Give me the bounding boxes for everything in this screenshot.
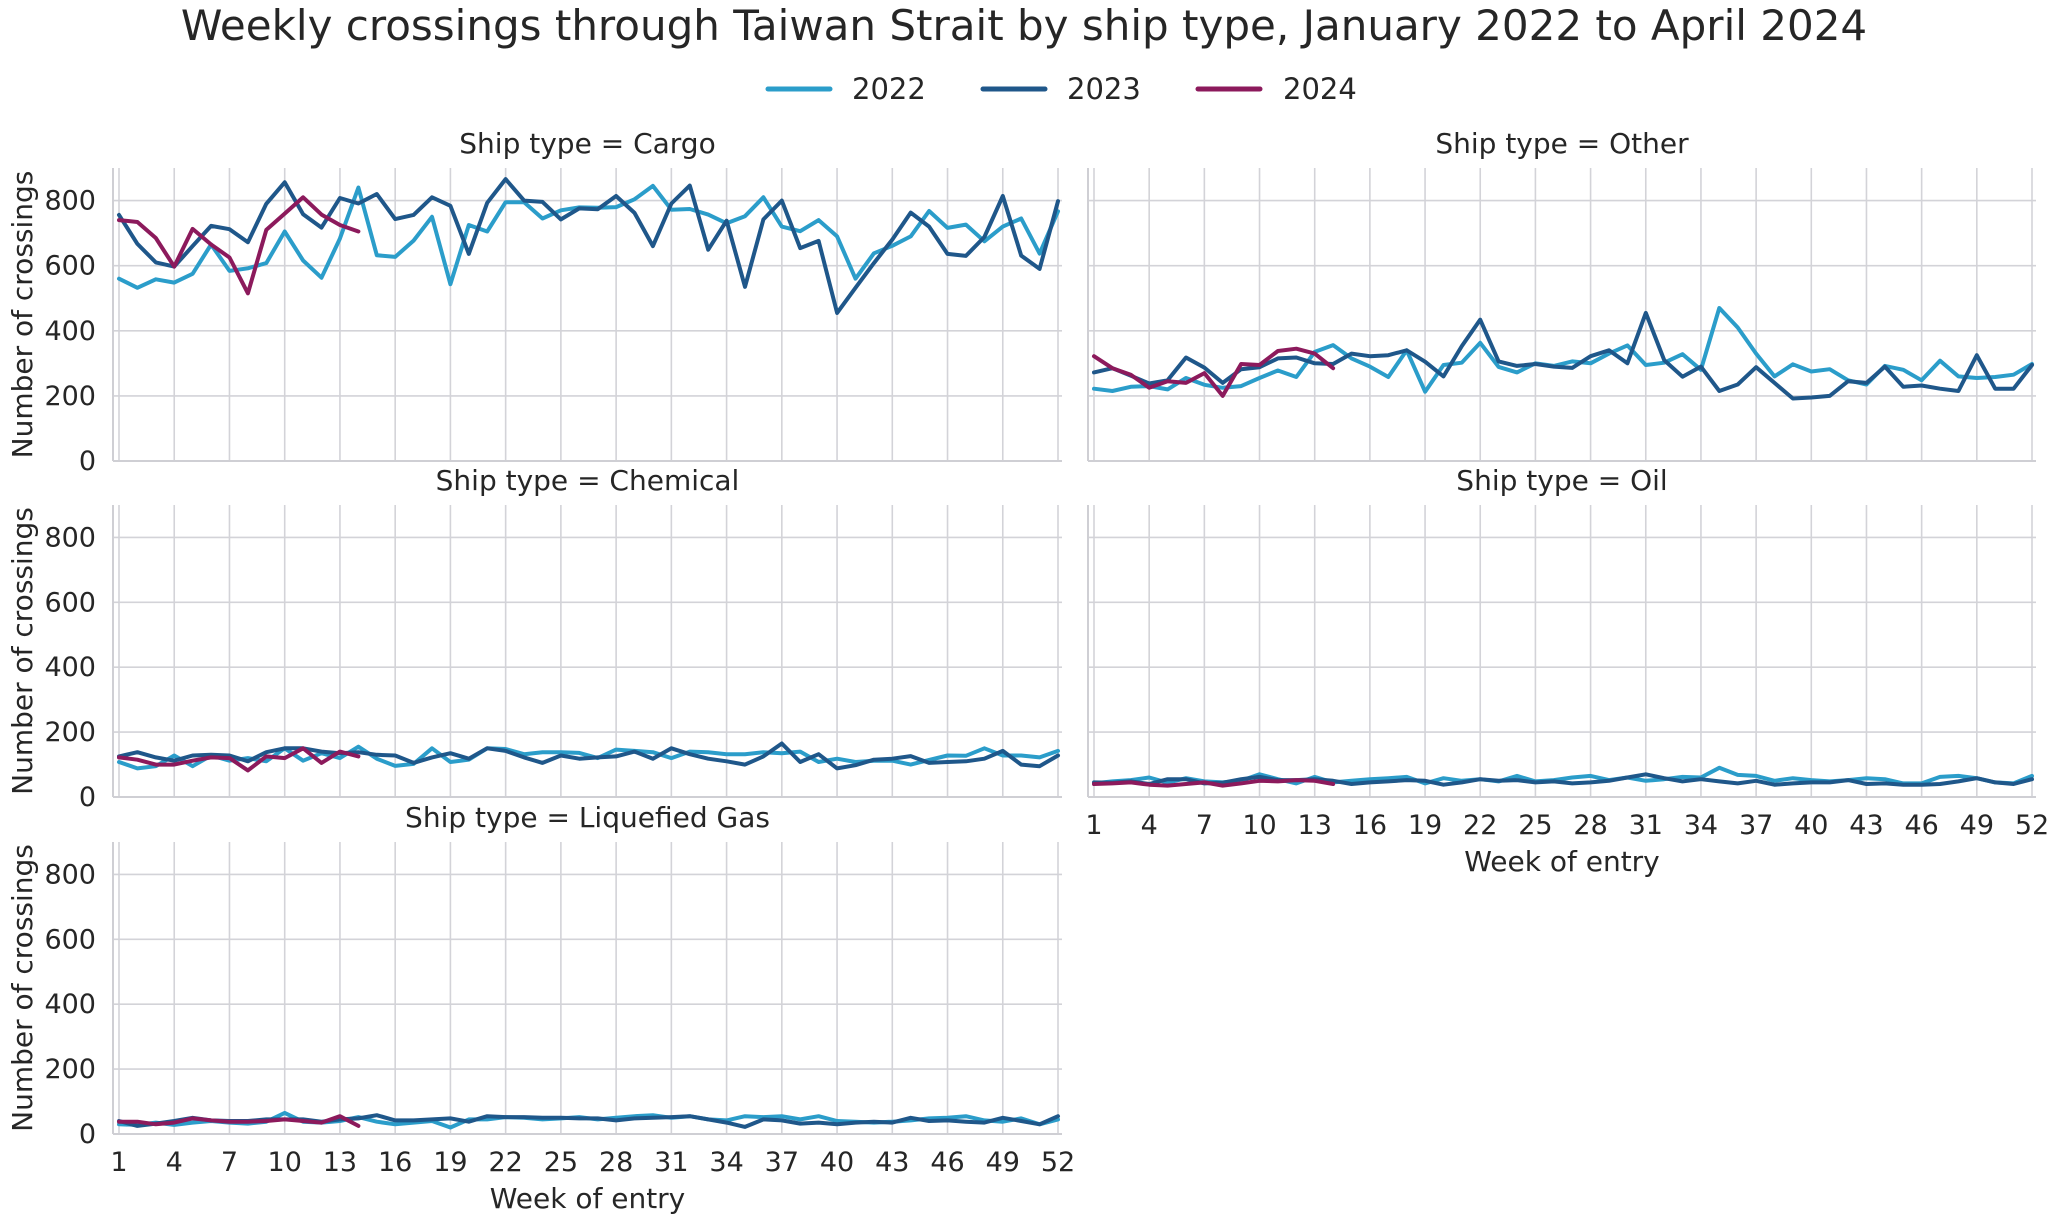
series-line-2024 bbox=[117, 195, 361, 296]
series-line-2023 bbox=[117, 177, 1060, 315]
x-tick-label: 52 bbox=[1041, 1147, 1075, 1178]
x-tick-label: 13 bbox=[323, 1147, 357, 1178]
x-tick-label: 31 bbox=[1629, 810, 1663, 841]
legend-label-2024: 2024 bbox=[1283, 72, 1357, 106]
x-tick-label: 13 bbox=[1298, 810, 1332, 841]
series-line-2022 bbox=[1092, 306, 2034, 394]
series-line-2023 bbox=[1092, 310, 2034, 401]
x-tick-label: 22 bbox=[488, 1147, 522, 1178]
chart-title: Weekly crossings through Taiwan Strait b… bbox=[181, 1, 1867, 50]
y-tick-label: 600 bbox=[44, 251, 96, 282]
y-tick-label: 200 bbox=[44, 717, 96, 748]
y-tick-label: 600 bbox=[44, 587, 96, 618]
x-tick-label: 37 bbox=[765, 1147, 799, 1178]
x-tick-label: 7 bbox=[221, 1147, 238, 1178]
x-tick-label: 40 bbox=[820, 1147, 854, 1178]
panel-3: Ship type = Oil 1 4 7 10 13 16 19 22 25 28 31 34 37 40… bbox=[1085, 464, 2048, 878]
y-tick-label: 600 bbox=[44, 924, 96, 955]
series-line-2024 bbox=[117, 1114, 361, 1128]
x-axis-label: Week of entry bbox=[490, 1182, 686, 1214]
x-tick-label: 1 bbox=[1085, 810, 1102, 841]
x-tick-label: 34 bbox=[1684, 810, 1718, 841]
legend-label-2022: 2022 bbox=[852, 72, 926, 106]
y-axis-label: Number of crossings bbox=[6, 844, 39, 1132]
x-tick-label: 22 bbox=[1463, 810, 1497, 841]
x-tick-label: 28 bbox=[1573, 810, 1607, 841]
panel-title: Ship type = Chemical bbox=[436, 464, 740, 497]
y-tick-label: 200 bbox=[44, 1054, 96, 1085]
y-tick-label: 0 bbox=[79, 782, 96, 813]
panel-4: Ship type = Liquefied Gas 0 200 400 600 800Nu… bbox=[6, 801, 1075, 1214]
series-line-2023 bbox=[117, 741, 1060, 771]
legend-item-2023: 2023 bbox=[980, 72, 1141, 106]
y-tick-label: 800 bbox=[44, 522, 96, 553]
x-tick-label: 43 bbox=[1849, 810, 1883, 841]
x-tick-label: 46 bbox=[930, 1147, 964, 1178]
y-axis-label: Number of crossings bbox=[6, 171, 39, 459]
panel-2: Ship type = Chemical 0 200 400 600 800Number … bbox=[6, 464, 1062, 813]
x-tick-label: 19 bbox=[1408, 810, 1442, 841]
x-tick-label: 10 bbox=[268, 1147, 302, 1178]
x-tick-label: 4 bbox=[1141, 810, 1158, 841]
x-tick-label: 37 bbox=[1739, 810, 1773, 841]
y-tick-label: 800 bbox=[44, 859, 96, 890]
panel-title: Ship type = Other bbox=[1435, 127, 1689, 160]
x-tick-label: 10 bbox=[1242, 810, 1276, 841]
y-tick-label: 0 bbox=[79, 446, 96, 477]
x-tick-label: 19 bbox=[433, 1147, 467, 1178]
x-tick-label: 46 bbox=[1904, 810, 1938, 841]
y-tick-label: 400 bbox=[44, 652, 96, 683]
x-tick-label: 52 bbox=[2015, 810, 2048, 841]
x-tick-label: 25 bbox=[1518, 810, 1552, 841]
x-tick-label: 49 bbox=[1960, 810, 1994, 841]
y-tick-label: 200 bbox=[44, 381, 96, 412]
x-tick-label: 49 bbox=[986, 1147, 1020, 1178]
x-tick-label: 28 bbox=[599, 1147, 633, 1178]
legend: 2022 2023 2024 bbox=[765, 72, 1357, 106]
y-axis-label: Number of crossings bbox=[6, 507, 39, 795]
panel-title: Ship type = Cargo bbox=[459, 127, 715, 160]
x-tick-label: 40 bbox=[1794, 810, 1828, 841]
x-tick-label: 25 bbox=[544, 1147, 578, 1178]
legend-label-2023: 2023 bbox=[1067, 72, 1141, 106]
series-line-2023 bbox=[1092, 772, 2034, 787]
series-line-2024 bbox=[1092, 346, 1336, 398]
y-tick-label: 0 bbox=[79, 1119, 96, 1150]
y-tick-label: 400 bbox=[44, 316, 96, 347]
y-tick-label: 400 bbox=[44, 989, 96, 1020]
panel-1: Ship type = Other bbox=[1087, 127, 2036, 462]
panel-title: Ship type = Liquefied Gas bbox=[405, 801, 770, 834]
x-tick-label: 31 bbox=[654, 1147, 688, 1178]
series-line-2024 bbox=[1092, 778, 1336, 788]
x-tick-label: 4 bbox=[166, 1147, 183, 1178]
panel-title: Ship type = Oil bbox=[1456, 464, 1667, 497]
x-tick-label: 16 bbox=[378, 1147, 412, 1178]
x-tick-label: 43 bbox=[875, 1147, 909, 1178]
legend-item-2022: 2022 bbox=[765, 72, 926, 106]
x-tick-label: 34 bbox=[709, 1147, 743, 1178]
series-line-2024 bbox=[117, 746, 361, 773]
x-tick-label: 16 bbox=[1353, 810, 1387, 841]
series-line-2022 bbox=[117, 744, 1060, 771]
legend-item-2024: 2024 bbox=[1195, 72, 1357, 106]
y-tick-label: 800 bbox=[44, 186, 96, 217]
x-tick-label: 1 bbox=[110, 1147, 127, 1178]
x-axis-label: Week of entry bbox=[1464, 845, 1660, 878]
x-tick-label: 7 bbox=[1196, 810, 1213, 841]
